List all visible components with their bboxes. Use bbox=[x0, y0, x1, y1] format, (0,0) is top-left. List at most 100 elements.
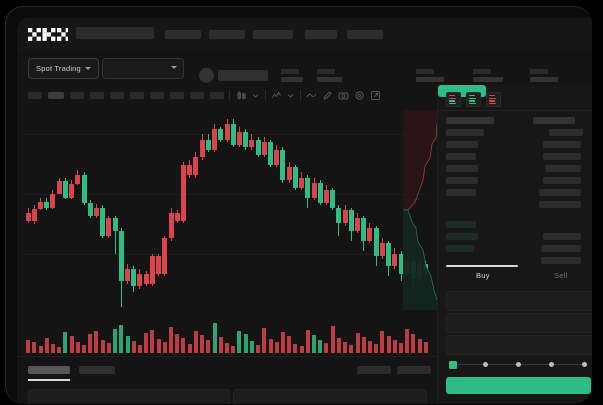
volume-bar bbox=[206, 339, 211, 353]
bottom-card-right[interactable] bbox=[233, 389, 427, 404]
settings-gear-icon[interactable] bbox=[354, 90, 365, 101]
order-amount-field[interactable] bbox=[446, 313, 592, 333]
price-chart[interactable] bbox=[17, 106, 437, 356]
okx-logo[interactable] bbox=[28, 28, 68, 41]
volume-bar bbox=[63, 332, 68, 353]
timeframe-custom[interactable] bbox=[210, 92, 224, 99]
orderbook-size-cell bbox=[539, 201, 581, 208]
order-price-field[interactable] bbox=[446, 291, 592, 311]
orderbook-mode-bids-icon[interactable] bbox=[466, 92, 481, 107]
orderbook-ask-row[interactable] bbox=[446, 165, 478, 172]
market-type-selector[interactable]: Spot Trading bbox=[28, 58, 99, 79]
candle-type-icon[interactable] bbox=[236, 90, 247, 101]
tab-open-orders[interactable] bbox=[28, 366, 70, 374]
volume-bar bbox=[237, 330, 242, 353]
orderbook-size-cell bbox=[543, 177, 581, 184]
orderbook-ask-row[interactable] bbox=[446, 129, 484, 136]
volume-bar bbox=[299, 346, 304, 353]
chevron-down-icon bbox=[171, 66, 177, 69]
orderbook-ask-row[interactable] bbox=[446, 177, 478, 184]
amount-percent-slider[interactable] bbox=[448, 359, 590, 370]
volume-bar bbox=[106, 342, 111, 353]
volume-bar bbox=[193, 331, 198, 353]
toolbar-divider bbox=[229, 90, 230, 101]
slider-step-75[interactable] bbox=[549, 361, 554, 367]
volume-bar bbox=[125, 336, 130, 353]
volume-bar bbox=[256, 344, 261, 353]
orderbook-size-cell bbox=[545, 165, 581, 172]
timeframe-4h[interactable] bbox=[110, 92, 124, 99]
tab-buy[interactable]: Buy bbox=[476, 271, 490, 280]
timeframe-1d[interactable] bbox=[130, 92, 144, 99]
orderbook-ask-row[interactable] bbox=[446, 141, 478, 148]
submit-buy-button[interactable] bbox=[446, 377, 591, 394]
slider-step-50[interactable] bbox=[516, 361, 521, 367]
indicator-icon[interactable] bbox=[271, 90, 282, 101]
timeframe-1h[interactable] bbox=[90, 92, 104, 99]
chevron-down-icon[interactable] bbox=[285, 90, 296, 101]
orderbook-ask-row[interactable] bbox=[446, 153, 476, 160]
timeframe-1w[interactable] bbox=[150, 92, 164, 99]
orderbook-bid-row[interactable] bbox=[446, 221, 476, 228]
pencil-tool-icon[interactable] bbox=[322, 90, 333, 101]
timeframe-5m[interactable] bbox=[48, 92, 64, 99]
orderbook-bid-row[interactable] bbox=[446, 233, 478, 240]
volume-bar bbox=[82, 344, 87, 353]
trading-pair-selector[interactable] bbox=[102, 58, 184, 79]
volume-bar bbox=[274, 341, 279, 353]
orderbook-mode-asks-icon[interactable] bbox=[486, 92, 501, 107]
tab-order-history[interactable] bbox=[79, 366, 115, 374]
volume-bar bbox=[423, 341, 428, 353]
top-navigation-bar bbox=[17, 18, 592, 51]
slider-step-25[interactable] bbox=[483, 361, 488, 367]
bottom-action-1[interactable] bbox=[357, 366, 391, 374]
nav-item-1[interactable] bbox=[165, 30, 201, 39]
orderbook-ask-row[interactable] bbox=[446, 189, 476, 196]
nav-item-4[interactable] bbox=[305, 30, 337, 39]
nav-item-5[interactable] bbox=[347, 30, 383, 39]
orderbook-bid-row[interactable] bbox=[446, 245, 474, 252]
volume-bar bbox=[187, 343, 192, 353]
slider-handle[interactable] bbox=[448, 360, 458, 370]
nav-item-3[interactable] bbox=[253, 30, 293, 39]
stat-24h-volume bbox=[530, 69, 558, 82]
volume-bar bbox=[399, 342, 404, 353]
volume-bar bbox=[57, 347, 62, 353]
tab-sell[interactable]: Sell bbox=[554, 271, 568, 280]
order-total-field[interactable] bbox=[446, 335, 592, 355]
bottom-card-left[interactable] bbox=[28, 389, 230, 404]
volume-bar bbox=[32, 341, 37, 353]
orderbook-size-cell bbox=[543, 141, 581, 148]
volume-bar bbox=[293, 343, 298, 353]
timeframe-15m[interactable] bbox=[70, 92, 84, 99]
camera-icon[interactable] bbox=[338, 90, 349, 101]
volume-bar bbox=[100, 339, 105, 353]
volume-bar bbox=[312, 335, 316, 353]
orderbook-size-cell bbox=[543, 233, 581, 240]
coin-avatar bbox=[199, 68, 214, 83]
active-tab-underline bbox=[28, 379, 70, 381]
orderbook-trade-panel: Buy Sell bbox=[437, 85, 592, 404]
volume-bar bbox=[280, 332, 285, 353]
volume-bar bbox=[405, 328, 410, 353]
timeframe-1m[interactable] bbox=[28, 92, 42, 99]
timeframe-more[interactable] bbox=[190, 92, 204, 99]
line-tool-icon[interactable] bbox=[306, 90, 317, 101]
fullscreen-icon[interactable] bbox=[370, 90, 381, 101]
volume-bar bbox=[113, 328, 118, 353]
orderbook-size-cell bbox=[543, 153, 581, 160]
slider-step-100[interactable] bbox=[582, 361, 587, 367]
nav-item-2[interactable] bbox=[209, 30, 245, 39]
orderbook-header-left bbox=[446, 117, 494, 124]
volume-bar bbox=[88, 334, 93, 353]
orderbook-mode-both-icon[interactable] bbox=[446, 92, 461, 107]
volume-bar bbox=[38, 345, 43, 353]
chevron-down-icon bbox=[84, 67, 91, 70]
bottom-action-2[interactable] bbox=[397, 366, 431, 374]
timeframe-1M[interactable] bbox=[170, 92, 184, 99]
volume-bar bbox=[169, 326, 174, 353]
nav-search-box[interactable] bbox=[76, 27, 154, 39]
chevron-down-icon[interactable] bbox=[250, 90, 261, 101]
volume-bar bbox=[225, 342, 229, 353]
